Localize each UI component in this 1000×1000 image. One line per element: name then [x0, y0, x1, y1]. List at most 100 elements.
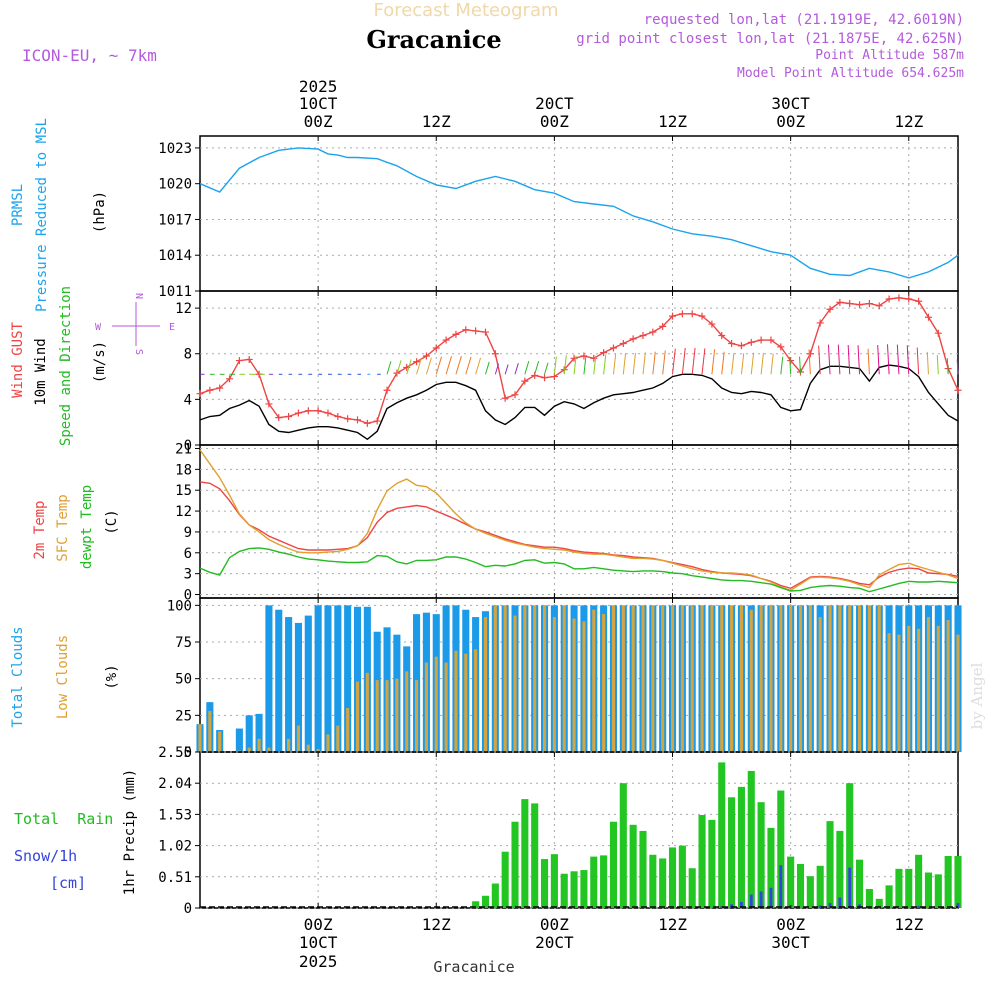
rain-bar — [629, 824, 637, 908]
gust-marker — [314, 407, 322, 415]
rain-bar — [767, 827, 775, 908]
top-time-label-hour: 12Z — [658, 112, 687, 131]
precip-labels: Total Rain Snow/1h [cm] 1hr Precip (mm) — [14, 769, 138, 895]
low-cloud-bar — [533, 605, 537, 752]
gust-marker — [432, 344, 440, 352]
low-cloud-bar — [907, 625, 911, 752]
rain-bar — [590, 856, 598, 908]
low-cloud-bar — [454, 650, 458, 752]
wind-arrow — [906, 345, 910, 375]
wind-arrow — [524, 361, 530, 375]
top-time-label-hour: 00Z — [540, 112, 569, 131]
wind-arrow — [837, 344, 841, 375]
low-clouds-label: Low Clouds — [55, 635, 71, 719]
total-cloud-bar — [353, 606, 362, 752]
rain-bar — [934, 874, 942, 908]
low-cloud-bar — [464, 653, 468, 752]
ytick-label-clouds: 75 — [175, 635, 192, 651]
low-cloud-bar — [424, 662, 428, 752]
ytick-label-pressure: 1023 — [158, 141, 192, 157]
wind-arrow — [583, 357, 587, 375]
ytick-label-temperature: 9 — [184, 525, 192, 541]
panel-precip: 0 0.51 1.02 1.53 2.04 2.55 — [158, 745, 962, 917]
location-title: Gracanice — [366, 25, 501, 54]
wind-arrow — [652, 351, 656, 375]
low-cloud-bar — [867, 605, 871, 752]
low-cloud-bar — [542, 605, 547, 752]
wind-arrow — [425, 357, 432, 375]
wind-arrow — [780, 356, 784, 375]
snow-unit: [cm] — [50, 874, 86, 892]
wind-arrow — [494, 363, 499, 375]
gust-marker — [856, 301, 864, 309]
gust-marker — [659, 322, 667, 330]
low-cloud-bar — [917, 628, 921, 752]
total-cloud-bar — [255, 713, 263, 752]
rain-bar — [846, 783, 854, 908]
top-time-label-year: 2025 — [299, 77, 338, 96]
wind-arrow — [926, 351, 929, 375]
low-cloud-bar — [661, 605, 665, 752]
gust-marker — [541, 374, 549, 382]
gust-marker — [206, 386, 214, 394]
gust-marker — [708, 320, 716, 328]
low-cloud-bar — [198, 724, 202, 752]
gust-marker — [718, 331, 726, 339]
wind-arrow — [544, 362, 549, 375]
wind-unit: (m/s) — [92, 341, 108, 383]
rain-bar — [747, 770, 755, 908]
snow-bar — [759, 891, 763, 908]
low-cloud-bar — [483, 617, 488, 752]
bottom-time-label-hour: 00Z — [776, 915, 805, 934]
wind-arrow — [896, 344, 900, 375]
low-cloud-bar — [257, 738, 261, 752]
rain-bar — [806, 876, 814, 908]
ytick-label-clouds: 50 — [175, 672, 192, 688]
low-cloud-bar — [582, 621, 586, 752]
low-cloud-bar — [602, 614, 606, 752]
low-cloud-bar — [552, 617, 556, 752]
rain-bar — [728, 797, 736, 908]
rain-bar — [481, 895, 490, 908]
wind-arrow — [887, 344, 890, 375]
ytick-label-pressure: 1020 — [158, 177, 192, 193]
low-cloud-bar — [818, 617, 822, 752]
gust-marker — [413, 358, 421, 366]
total-rain-label: Total Rain — [14, 810, 113, 828]
wind-arrow — [514, 363, 519, 375]
low-cloud-bar — [956, 634, 960, 752]
gust-marker — [501, 394, 509, 402]
rain-bar — [678, 845, 686, 908]
ytick-label-precip: 0 — [184, 901, 192, 917]
panel-pressure: 1011 1014 1017 1020 1023 — [158, 135, 959, 300]
gust-marker — [678, 310, 686, 318]
wind-arrow — [877, 344, 880, 375]
plot-area: 1011101410171020102304812036912151821025… — [158, 77, 962, 971]
rain-bar — [836, 830, 844, 908]
ytick-label-pressure: 1017 — [158, 212, 192, 228]
gust-marker — [481, 328, 489, 336]
low-cloud-bar — [857, 605, 862, 752]
rain-bar — [698, 815, 706, 908]
low-cloud-bar — [365, 672, 369, 752]
low-cloud-bar — [897, 634, 901, 752]
gust-marker — [649, 328, 657, 336]
gust-marker — [422, 352, 430, 360]
low-cloud-bar — [474, 649, 478, 752]
gust-marker — [600, 349, 608, 357]
credit-watermark: by Angel — [968, 662, 986, 729]
rain-bar — [541, 859, 549, 908]
ytick-label-temperature: 0 — [184, 588, 192, 604]
gust-marker — [629, 335, 637, 343]
gust-marker — [235, 357, 243, 365]
ytick-label-clouds: 100 — [167, 598, 192, 614]
gust-marker — [442, 336, 450, 344]
panel-frame-pressure — [199, 135, 959, 292]
low-cloud-bar — [395, 678, 399, 752]
low-cloud-bar — [798, 605, 803, 752]
temperature-labels: 2m Temp SFC Temp dewpt Temp (C) — [32, 485, 120, 569]
rain-bar — [816, 865, 824, 908]
snow-bar — [749, 894, 753, 908]
ytick-label-wind: 0 — [184, 438, 192, 454]
wind-arrow — [455, 356, 462, 375]
